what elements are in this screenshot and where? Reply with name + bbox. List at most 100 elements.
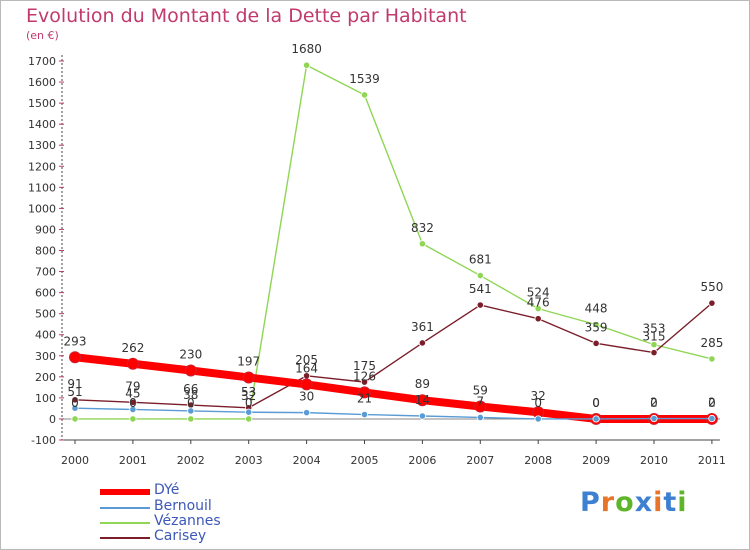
x-tick-label: 2001 [119,454,147,467]
data-label-carisey: 550 [700,280,723,294]
data-point-vezannes [302,61,311,69]
y-tick-label: 400 [35,329,56,342]
data-point-bernouil [71,404,79,412]
data-point-vezannes [708,355,716,363]
data-point-carisey [129,398,137,406]
legend-swatch-carisey [100,537,150,539]
y-tick-label: 600 [35,287,56,300]
data-label-bernouil: 38 [183,388,198,402]
data-point-bernouil [592,415,600,423]
data-label-vezannes: 681 [469,253,492,267]
data-point-dye [358,386,371,399]
x-tick-label: 2006 [408,454,436,467]
legend-swatch-bernouil [100,507,150,509]
data-label-vezannes: 0 [129,396,137,410]
x-tick-label: 2000 [61,454,89,467]
data-label-carisey: 359 [585,320,608,334]
y-tick-label: 1700 [28,55,56,68]
data-point-vezannes [129,415,137,423]
y-tick-label: 1300 [28,139,56,152]
y-tick-label: 1200 [28,160,56,173]
legend-swatch-dye [100,489,150,495]
x-tick-label: 2008 [524,454,552,467]
data-label-dye: 164 [295,361,318,375]
data-point-dye [300,378,313,391]
y-tick-label: 100 [35,392,56,405]
data-label-carisey: 361 [411,320,434,334]
y-tick-label: 1500 [28,97,56,110]
data-point-carisey [360,378,369,386]
series-line-vezannes [74,64,713,420]
data-point-dye [184,364,197,377]
x-tick-label: 2007 [466,454,494,467]
data-label-carisey: 541 [469,282,492,296]
data-point-carisey [650,349,658,357]
data-label-carisey: 53 [241,385,256,399]
x-tick-label: 2004 [293,454,321,467]
y-tick-label: 800 [35,245,56,258]
data-label-dye: 0 [708,396,716,410]
data-label-carisey: 79 [125,379,140,393]
y-tick-label: 900 [35,223,56,236]
data-point-dye [126,357,139,370]
x-tick-label: 2002 [177,454,205,467]
y-tick-label: 0 [49,413,56,426]
data-point-vezannes [650,341,658,349]
data-point-bernouil [418,412,426,420]
data-label-bernouil: 32 [241,389,256,403]
data-label-dye: 0 [650,396,658,410]
x-tick-label: 2009 [582,454,610,467]
data-point-bernouil [650,414,658,423]
data-label-dye: 126 [353,369,376,383]
data-label-dye: 197 [237,354,260,368]
data-label-bernouil: 2 [708,396,716,410]
data-label-carisey: 66 [183,382,198,396]
data-label-dye: 59 [473,384,488,398]
data-label-carisey: 175 [353,359,376,373]
data-point-vezannes [476,271,484,280]
data-label-bernouil: 0 [534,396,542,410]
series-line-dye [71,353,716,423]
data-label-bernouil: 7 [476,394,484,408]
data-point-bernouil [534,415,542,423]
y-tick-label: 200 [35,371,56,384]
legend-label-vezannes: Vézannes [154,513,221,529]
data-label-vezannes: 448 [585,302,608,316]
data-point-bernouil [476,413,484,422]
data-point-bernouil [302,409,311,417]
y-tick-label: 1400 [28,118,56,131]
y-tick-label: 300 [35,350,56,363]
data-label-bernouil: 0 [592,396,600,410]
data-point-dye [242,371,255,384]
data-point-bernouil [245,408,253,416]
data-point-dye [474,400,487,413]
data-label-dye: 230 [179,348,202,362]
data-point-vezannes [534,305,542,313]
chart-title: Evolution du Montant de la Dette par Hab… [26,5,467,27]
data-point-vezannes [71,415,79,423]
data-point-bernouil [360,410,369,419]
data-point-vezannes [187,415,195,423]
data-label-dye: 293 [64,334,87,348]
data-label-carisey: 205 [295,353,318,367]
x-tick-label: 2005 [351,454,379,467]
x-tick-label: 2011 [698,454,726,467]
data-label-vezannes: 0 [245,396,253,410]
data-label-dye: 262 [121,341,144,355]
data-point-dye [416,394,429,407]
series-line-carisey [74,302,713,409]
y-tick-label: -100 [31,434,56,447]
data-point-carisey [418,339,426,347]
data-label-vezannes: 524 [527,286,550,300]
data-label-bernouil: 30 [299,390,314,404]
series-line-bernouil [74,407,713,420]
y-tick-label: 1100 [28,181,56,194]
data-label-vezannes: 285 [700,336,723,350]
legend-label-dye: DYé [154,482,180,498]
data-label-bernouil: 51 [67,385,82,399]
legend-label-carisey: Carisey [154,528,207,544]
data-label-vezannes: 0 [71,396,79,410]
data-label-carisey: 91 [67,377,82,391]
legend-label-bernouil: Bernouil [154,498,212,514]
